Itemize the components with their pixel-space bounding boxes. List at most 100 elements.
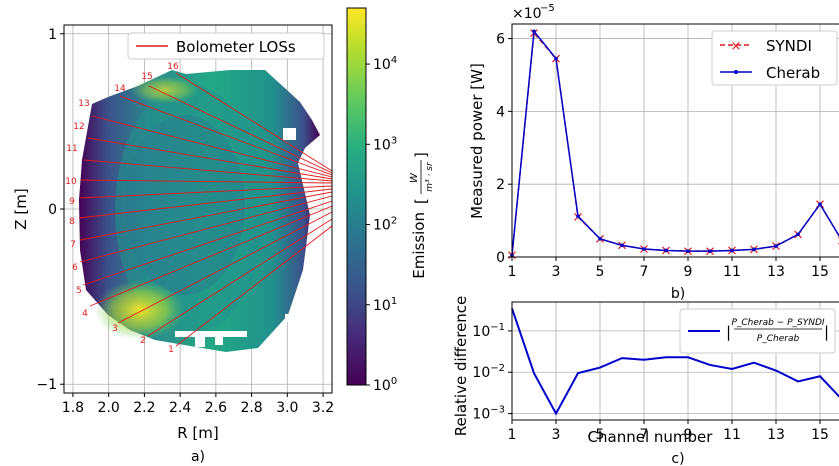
- tick-label-y: 10−3: [472, 405, 505, 423]
- tick-label-x: 15: [811, 264, 829, 280]
- panel-b-frame: [511, 23, 839, 258]
- channel-label-6: 6: [72, 263, 78, 273]
- legend-abs-close: |: [824, 323, 829, 341]
- divertor-slot: [195, 337, 205, 347]
- los-line-8: [78, 188, 332, 219]
- point-cherab: [818, 202, 822, 207]
- panel-c-xlabel: Channel number: [588, 428, 714, 446]
- series-cherab-line: [511, 29, 839, 256]
- tick-label-x: 2.0: [98, 400, 120, 416]
- bolometer-lines-of-sight: [78, 72, 332, 347]
- point-cherab: [664, 248, 668, 253]
- tick-label-x: 3: [552, 264, 561, 280]
- series-relative-difference-line: [511, 308, 839, 416]
- tick-label-y: 4: [496, 104, 505, 120]
- colorbar-frame: [346, 7, 367, 386]
- point-cherab: [620, 243, 624, 248]
- channel-label-15: 15: [141, 72, 152, 82]
- tick-label-x: 11: [723, 264, 741, 280]
- los-line-1: [175, 225, 332, 347]
- los-line-15: [148, 85, 332, 174]
- los-line-12: [87, 137, 332, 180]
- panel-a-ylabel: Z [m]: [12, 188, 30, 229]
- channel-label-12: 12: [73, 122, 84, 132]
- tick-label-x: 1.8: [62, 400, 84, 416]
- channel-label-11: 11: [66, 144, 77, 154]
- tick-label-x: 1: [508, 264, 517, 280]
- panel-b-caption: b): [671, 286, 685, 302]
- legend-reldiff-den: P_Cherab: [757, 334, 800, 344]
- legend-cherab-label: Cherab: [766, 64, 820, 82]
- point-cherab: [598, 236, 602, 241]
- channel-label-5: 5: [76, 286, 82, 296]
- emission-core: [115, 85, 265, 335]
- panel-a-caption: a): [191, 449, 205, 465]
- channel-label-3: 3: [112, 324, 118, 334]
- colorbar-tick-label: 104: [373, 55, 397, 73]
- los-line-16: [175, 72, 332, 172]
- divertor-tile: [175, 331, 247, 337]
- tick-label-y: 2: [496, 177, 505, 193]
- los-line-7: [79, 191, 332, 241]
- los-line-13: [91, 115, 332, 178]
- tick-label-y: 1: [48, 27, 57, 43]
- legend-reldiff-num: P_Cherab − P_SYNDI: [731, 318, 824, 328]
- legend-los-label: Bolometer LOSs: [176, 38, 296, 56]
- offset-exp: −5: [540, 3, 555, 14]
- tick-label-y: 6: [496, 32, 505, 48]
- los-line-5: [82, 200, 332, 286]
- los-line-3: [117, 211, 332, 324]
- point-cherab: [796, 232, 800, 237]
- channel-label-2: 2: [140, 336, 146, 346]
- channel-label-14: 14: [114, 84, 126, 94]
- emission-hotspot-top: [130, 76, 200, 104]
- colorbar-unit-den: m³ · sr: [425, 161, 435, 192]
- port-notch: [283, 128, 296, 140]
- colorbar-bracket-open: [: [412, 198, 430, 204]
- divertor-slot-2: [215, 337, 223, 345]
- colorbar-label-text: Emission: [410, 212, 428, 279]
- legend-syndi-label: SYNDI: [766, 37, 812, 55]
- tick-label-x: 7: [640, 427, 649, 443]
- channel-label-13: 13: [78, 99, 89, 109]
- colorbar-tick-label: 102: [373, 216, 397, 234]
- panel-a-xlabel: R [m]: [177, 424, 219, 442]
- tick-label-x: 11: [723, 427, 741, 443]
- colorbar-label: Emission [ W m³ · sr ]: [409, 152, 435, 279]
- channel-label-1: 1: [168, 345, 174, 355]
- point-cherab: [708, 249, 712, 253]
- legend-cherab-marker: [734, 70, 738, 74]
- panel-b-offset-text: ×10 −5: [512, 3, 555, 22]
- channel-label-9: 9: [69, 197, 75, 207]
- panel-c-series: [511, 308, 839, 416]
- panel-a-ticks: 1.8 2.0 2.2 2.4 2.6 2.8 3.0 3.210−1: [36, 27, 334, 416]
- tick-label-x: 9: [684, 264, 693, 280]
- channel-label-10: 10: [65, 177, 77, 187]
- point-cherab: [532, 29, 536, 34]
- panel-b-legend: × SYNDI Cherab: [711, 30, 838, 86]
- emission-hotspot-divertor: [95, 280, 185, 340]
- tick-label-x: 3.0: [276, 400, 298, 416]
- los-line-2: [147, 218, 332, 337]
- tick-label-x: 13: [767, 427, 785, 443]
- tick-label-x: 5: [596, 427, 605, 443]
- los-line-14: [119, 95, 332, 176]
- tick-label-x: 2.8: [240, 400, 262, 416]
- tick-label-x: 15: [811, 427, 829, 443]
- panel-b-series: [508, 29, 839, 260]
- channel-label-4: 4: [82, 309, 88, 319]
- panel-a-legend: Bolometer LOSs: [127, 32, 325, 60]
- los-line-6: [79, 195, 332, 263]
- port-notch-2: [285, 314, 300, 322]
- point-cherab: [774, 244, 778, 248]
- point-cherab: [752, 247, 756, 252]
- colorbar-tick-label: 100: [373, 376, 397, 394]
- los-line-11: [83, 159, 332, 182]
- point-cherab: [730, 248, 734, 253]
